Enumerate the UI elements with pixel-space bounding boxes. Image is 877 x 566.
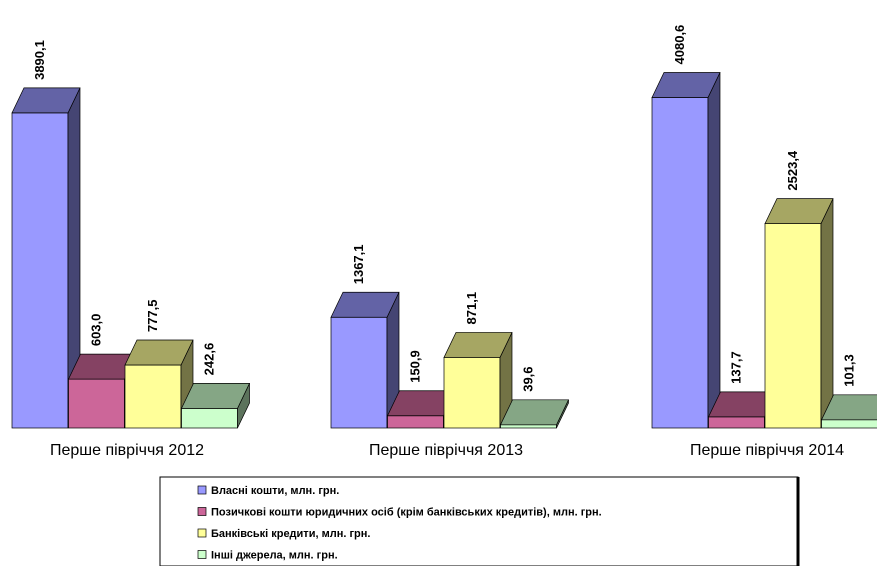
bar-top-shade xyxy=(68,354,137,380)
bar xyxy=(764,198,834,429)
bar-top-shade xyxy=(821,394,877,420)
value-label: 2523,4 xyxy=(785,150,800,191)
bar-top-shade xyxy=(652,72,720,98)
bar-front xyxy=(124,364,182,429)
bar-top xyxy=(180,382,251,409)
value-label: 242,6 xyxy=(202,343,217,376)
bar-top xyxy=(124,339,194,366)
bar-top xyxy=(651,72,721,98)
bar-top-shade xyxy=(708,391,777,417)
legend-label: Інші джерела, млн. грн. xyxy=(211,550,338,562)
bar-top-shade xyxy=(181,383,250,409)
bar-top xyxy=(330,291,400,318)
bar-front xyxy=(708,416,765,429)
legend-marker xyxy=(197,528,207,538)
value-label: 603,0 xyxy=(89,314,104,347)
bar-top-shade xyxy=(12,87,80,113)
bar-top-shade xyxy=(125,340,193,366)
bar-front xyxy=(651,97,709,429)
bar xyxy=(499,399,570,429)
legend-marker xyxy=(197,507,207,516)
value-label: 4080,6 xyxy=(672,25,687,65)
bar-front xyxy=(764,223,822,429)
legend-label: Власні кошти, млн. грн. xyxy=(211,485,339,497)
x-tick-label: Перше півріччя 2012 xyxy=(50,442,204,459)
bar-side-shade xyxy=(500,332,512,428)
x-tick-label: Перше півріччя 2013 xyxy=(369,442,523,459)
bar xyxy=(651,72,721,429)
bar-top xyxy=(820,394,877,421)
bar-side-shade xyxy=(387,292,399,428)
bar xyxy=(11,87,81,429)
bar-front xyxy=(181,407,238,429)
legend-marker xyxy=(197,550,207,559)
bar-front xyxy=(821,419,877,429)
value-label: 871,1 xyxy=(464,292,479,325)
value-label: 1367,1 xyxy=(351,244,366,284)
bar-side-shade xyxy=(708,72,720,428)
bar xyxy=(330,291,400,429)
bar-front xyxy=(387,415,444,429)
bar-top xyxy=(499,399,570,426)
bar-front xyxy=(443,357,501,429)
value-label: 39,6 xyxy=(521,366,536,391)
value-label: 777,5 xyxy=(145,299,160,332)
bar-top-shade xyxy=(331,292,399,318)
bar-front xyxy=(500,424,557,429)
x-tick-label: Перше півріччя 2014 xyxy=(690,442,844,459)
value-label: 150,9 xyxy=(408,350,423,383)
value-label: 101,3 xyxy=(842,354,857,387)
bar-front xyxy=(330,316,388,429)
legend-box xyxy=(159,476,799,566)
bar-front xyxy=(11,112,69,429)
legend-label: Банківські кредити, млн. грн. xyxy=(211,528,370,540)
bar-top-shade xyxy=(765,198,833,224)
bar-top xyxy=(11,87,81,114)
legend-marker xyxy=(197,485,207,495)
value-label: 137,7 xyxy=(729,351,744,384)
bar-top xyxy=(443,332,513,358)
bar-top xyxy=(764,198,834,224)
bar xyxy=(443,332,513,429)
bar-top-shade xyxy=(387,390,456,416)
bar-side-shade xyxy=(821,198,833,428)
bar xyxy=(820,394,877,429)
bar-top-shade xyxy=(444,332,512,358)
bar-front xyxy=(68,378,125,429)
bar-side-shade xyxy=(237,383,250,428)
value-label: 3890,1 xyxy=(32,40,47,80)
bar-side-shade xyxy=(68,87,80,428)
legend-label: Позичкові кошти юридичних осіб (крім бан… xyxy=(211,507,602,519)
bar-top-shade xyxy=(500,399,569,425)
bar xyxy=(180,382,251,429)
